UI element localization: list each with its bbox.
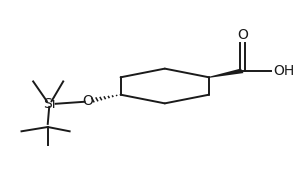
Text: Si: Si	[43, 97, 55, 111]
Polygon shape	[209, 68, 243, 78]
Text: OH: OH	[273, 64, 294, 78]
Text: O: O	[237, 28, 248, 42]
Text: O: O	[83, 94, 93, 108]
